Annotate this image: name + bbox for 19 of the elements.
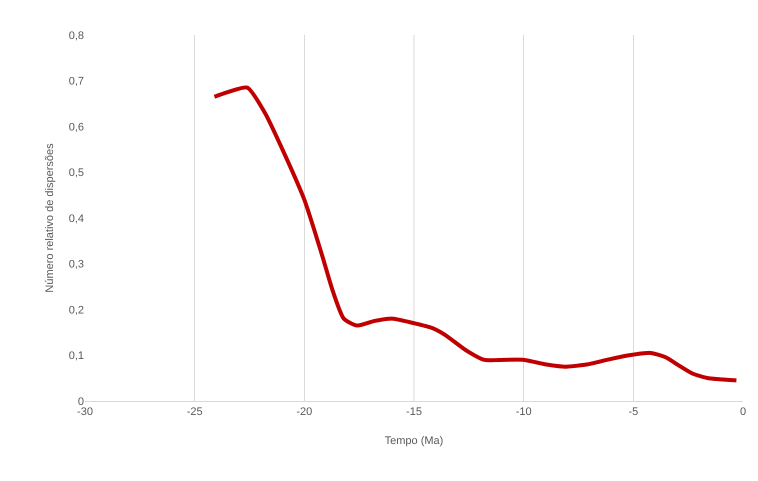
y-tick-label: 0,3 (68, 258, 84, 271)
x-tick-label: -30 (77, 406, 93, 418)
y-tick-label: 0 (78, 396, 84, 408)
y-tick-label: 0,8 (68, 30, 84, 42)
x-tick-label: -10 (516, 406, 532, 418)
y-tick-label: 0,2 (68, 304, 84, 316)
y-tick-label: 0,1 (68, 350, 84, 362)
y-axis-title: Número relativo de dispersões (44, 142, 56, 293)
x-axis-title: Tempo (Ma) (384, 435, 444, 447)
x-tick-label: 0 (740, 406, 746, 418)
x-tick-label: -20 (296, 406, 312, 418)
y-tick-label: 0,6 (68, 121, 84, 134)
y-tick-label: 0,7 (68, 76, 84, 88)
line-series (212, 86, 738, 382)
x-tick-label: -5 (628, 406, 638, 418)
x-tick-label: -25 (186, 406, 203, 418)
y-tick-label: 0,5 (68, 167, 84, 180)
x-tick-label: -15 (406, 406, 422, 418)
y-tick-label: 0,4 (68, 212, 84, 225)
